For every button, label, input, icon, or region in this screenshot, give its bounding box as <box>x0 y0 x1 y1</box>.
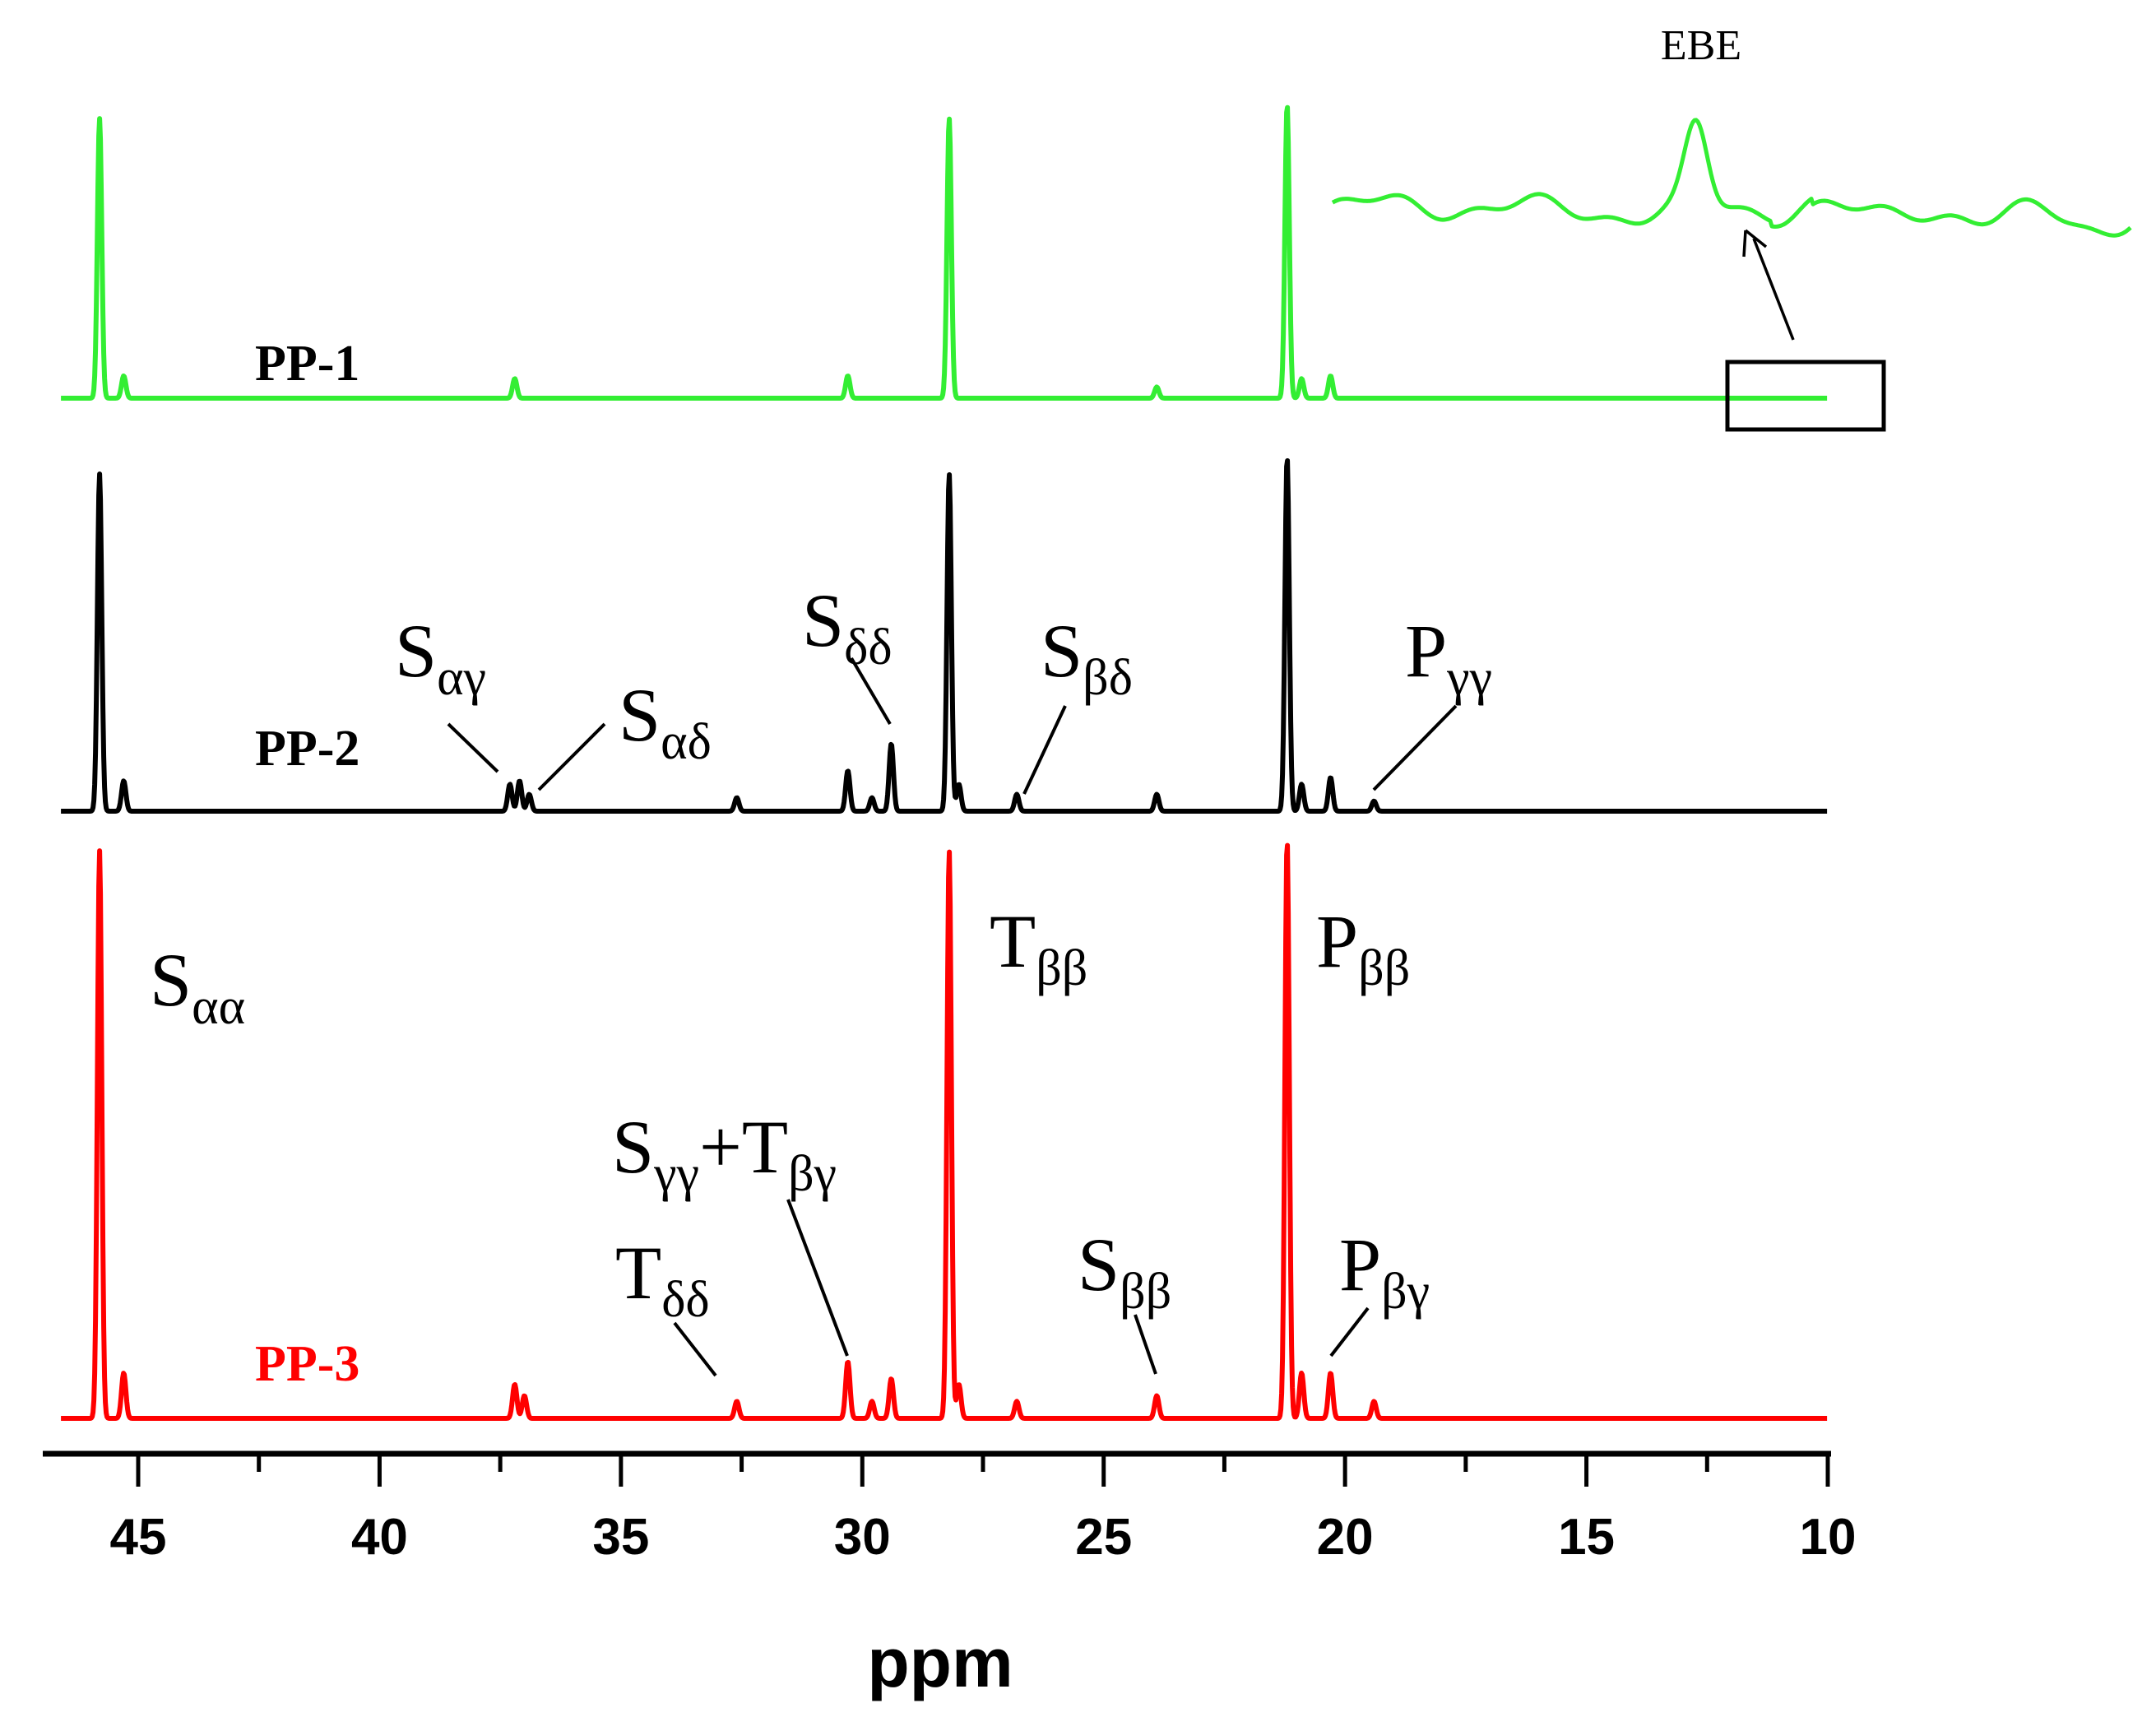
annotation-leader <box>786 1199 849 1357</box>
series-line-pp-2 <box>59 458 1829 814</box>
series-label-pp-1: PP-1 <box>255 336 359 392</box>
tick-label: 40 <box>351 1509 408 1566</box>
peak-label-t-pp-3-δδ: Tδδ <box>615 1231 710 1328</box>
annotation-leader <box>447 722 499 773</box>
annotation-leader <box>537 722 606 791</box>
series-line-pp-3 <box>59 842 1829 1421</box>
zoom-arrow <box>1752 238 1795 341</box>
series-line-pp-1 <box>59 104 1829 401</box>
zoom-box <box>1725 360 1886 432</box>
peak-label-s-pp-2-βδ: Sβδ <box>1041 609 1133 706</box>
peak-label-s-pp-2-αγ: Sαγ <box>395 609 486 706</box>
annotation-leader <box>673 1321 717 1377</box>
tick-label: 45 <box>110 1509 167 1566</box>
peak-label-p-pp-3-ββ-p: Pββ <box>1316 899 1410 996</box>
peak-label-s-pp-2-δδ: Sδδ <box>802 578 893 675</box>
peak-label-s-pp-3-γγ: Sγγ+Tβγ <box>612 1105 837 1202</box>
x-axis: 45 40 35 30 25 20 15 10 ppm <box>43 1450 1857 1701</box>
peak-label-s-pp-3-αα: Sαα <box>150 938 245 1035</box>
spectra-group: PP-1 PP-2 PP-3 <box>59 104 1829 1421</box>
peak-label-s-pp-2-αδ: Sαδ <box>619 673 712 770</box>
tick-label: 25 <box>1075 1509 1132 1566</box>
tick-label: 20 <box>1317 1509 1374 1566</box>
series-label-pp-3: PP-3 <box>255 1336 359 1392</box>
annotation-leader <box>1022 705 1067 795</box>
x-axis-title: ppm <box>867 1624 1013 1701</box>
peak-label-s-pp-3-ββ-s: Sββ <box>1078 1223 1171 1320</box>
ebe-inset: EBE <box>1331 22 2132 432</box>
peak-label-p-pp-3-βγ: Pβγ <box>1339 1223 1430 1320</box>
x-axis-ticks: 45 40 35 30 25 20 15 10 <box>110 1454 1857 1566</box>
tick-label: 15 <box>1558 1509 1615 1566</box>
tick-label: 30 <box>834 1509 891 1566</box>
annotation-leader <box>1329 1306 1370 1357</box>
tick-label: 35 <box>592 1509 649 1566</box>
annotation-leader <box>1372 704 1458 791</box>
inset-label: EBE <box>1661 22 1741 69</box>
series-label-pp-2: PP-2 <box>255 721 359 777</box>
annotation-leader <box>850 657 892 726</box>
peak-label-p-pp-2-γγ: Pγγ <box>1405 609 1492 706</box>
zoom-arrowhead <box>1742 229 1768 258</box>
peak-annotations: Sαγ Sαδ Sδδ Sβδ Pγγ Sαα Tββ Pββ Sγγ+Tβγ Tδδ Sββ Pβγ <box>150 578 1492 1377</box>
tick-label: 10 <box>1800 1509 1857 1566</box>
annotation-leader <box>1134 1314 1157 1375</box>
peak-label-t-pp-3-ββ-t: Tββ <box>990 899 1087 996</box>
inset-series-line <box>1331 118 2132 238</box>
